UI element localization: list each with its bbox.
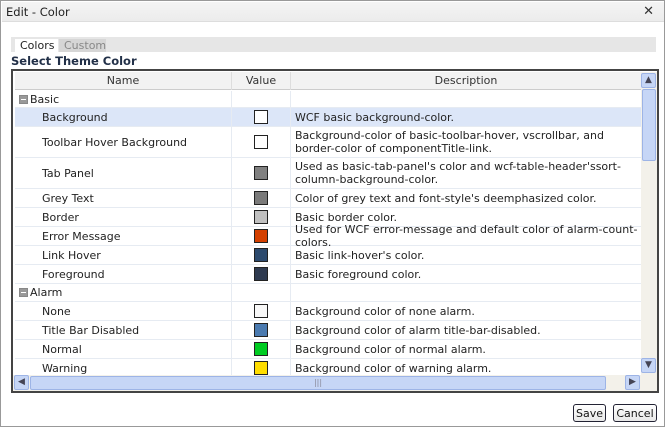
value-cell [232, 208, 291, 226]
horizontal-scroll-thumb[interactable]: ||| [30, 376, 606, 390]
color-swatch[interactable] [254, 191, 268, 205]
name-cell: Warning [15, 359, 232, 377]
table-row[interactable]: Warning Background color of warning alarm… [15, 359, 641, 378]
tab-strip: Colors Custom [11, 37, 656, 52]
color-swatch[interactable] [254, 210, 268, 224]
color-swatch[interactable] [254, 166, 268, 180]
value-cell [232, 246, 291, 264]
color-table: Name Value Description Basic Background WC… [11, 69, 659, 393]
color-swatch[interactable] [254, 342, 268, 356]
table-row[interactable]: Toolbar Hover Background Background-color… [15, 127, 641, 158]
description-cell: Basic link-hover's color. [295, 248, 425, 262]
value-cell [232, 158, 291, 188]
color-swatch[interactable] [254, 267, 268, 281]
description-cell: Basic foreground color. [295, 267, 422, 281]
name-cell: Error Message [15, 227, 232, 245]
value-cell [232, 359, 291, 377]
description-cell: Color of grey text and font-style's deem… [295, 191, 597, 205]
description-cell: Background color of warning alarm. [295, 361, 492, 375]
group-row[interactable]: Basic [15, 91, 641, 108]
value-cell [232, 302, 291, 320]
description-cell: Basic border color. [295, 210, 398, 224]
value-cell [232, 227, 291, 245]
scroll-left-icon[interactable]: ◀ [14, 375, 29, 390]
value-cell [232, 91, 291, 107]
description-cell: Background color of normal alarm. [295, 342, 486, 356]
scroll-down-icon[interactable]: ▼ [641, 358, 656, 373]
table-row[interactable]: Error Message Used for WCF error-message … [15, 223, 641, 249]
name-cell: Foreground [15, 265, 232, 283]
color-swatch[interactable] [254, 110, 268, 124]
table-header: Name Value Description [15, 72, 641, 90]
table-row[interactable]: Foreground Basic foreground color. [15, 265, 641, 284]
name-cell: Border [15, 208, 232, 226]
vertical-scroll-thumb[interactable] [642, 89, 656, 161]
name-cell: Title Bar Disabled [15, 321, 232, 339]
scroll-right-icon[interactable]: ▶ [625, 375, 640, 390]
group-label: Basic [30, 92, 60, 106]
name-cell: Toolbar Hover Background [15, 127, 232, 157]
section-heading: Select Theme Color [11, 54, 137, 68]
description-cell: WCF basic background-color. [295, 110, 455, 124]
group-cell: Basic [15, 91, 232, 107]
value-cell [232, 284, 291, 301]
name-cell: Background [15, 108, 232, 126]
color-swatch[interactable] [254, 323, 268, 337]
value-cell [232, 108, 291, 126]
column-header-name[interactable]: Name [15, 72, 232, 90]
group-cell: Alarm [15, 284, 232, 301]
cancel-button[interactable]: Cancel [613, 404, 657, 422]
table-row[interactable]: Grey Text Color of grey text and font-sty… [15, 189, 641, 208]
value-cell [232, 340, 291, 358]
description-cell: Used for WCF error-message and default c… [295, 223, 638, 249]
color-swatch[interactable] [254, 361, 268, 375]
table-row[interactable]: Link Hover Basic link-hover's color. [15, 246, 641, 265]
table-row[interactable]: Background WCF basic background-color. [15, 108, 641, 127]
save-button[interactable]: Save [573, 404, 606, 422]
scroll-up-icon[interactable]: ▲ [641, 73, 656, 88]
title-bar: Edit - Color ✕ [2, 2, 664, 22]
color-swatch[interactable] [254, 229, 268, 243]
description-cell [291, 284, 641, 301]
name-cell: Normal [15, 340, 232, 358]
color-swatch[interactable] [254, 135, 268, 149]
value-cell [232, 321, 291, 339]
close-icon[interactable]: ✕ [643, 4, 654, 19]
name-cell: Link Hover [15, 246, 232, 264]
column-header-description[interactable]: Description [434, 74, 498, 87]
horizontal-scrollbar[interactable]: ◀ ||| ▶ [13, 375, 657, 391]
description-cell: Background color of alarm title-bar-disa… [295, 323, 541, 337]
description-cell [291, 91, 641, 107]
table-row[interactable]: Border Basic border color. [15, 208, 641, 227]
group-label: Alarm [30, 286, 63, 299]
tab-colors[interactable]: Colors [15, 39, 58, 52]
collapse-icon[interactable] [19, 94, 28, 104]
value-cell [232, 265, 291, 283]
description-cell: Background color of none alarm. [295, 304, 475, 318]
collapse-icon[interactable] [19, 288, 28, 297]
column-header-value[interactable]: Value [232, 72, 291, 90]
value-cell [232, 127, 291, 157]
name-cell: Tab Panel [15, 158, 232, 188]
vertical-scrollbar[interactable]: ▲ ▼ [641, 72, 657, 375]
dialog-title: Edit - Color [6, 5, 70, 19]
group-row[interactable]: Alarm [15, 284, 641, 302]
description-cell: Background-color of basic-toolbar-hover,… [295, 129, 604, 155]
tab-custom[interactable]: Custom [59, 39, 106, 52]
table-row[interactable]: Title Bar Disabled Background color of al… [15, 321, 641, 340]
color-swatch[interactable] [254, 304, 268, 318]
table-row[interactable]: Normal Background color of normal alarm. [15, 340, 641, 359]
name-cell: None [15, 302, 232, 320]
color-swatch[interactable] [254, 248, 268, 262]
description-cell: Used as basic-tab-panel's color and wcf-… [295, 160, 621, 186]
table-row[interactable]: Tab Panel Used as basic-tab-panel's color… [15, 158, 641, 189]
value-cell [232, 189, 291, 207]
table-row[interactable]: None Background color of none alarm. [15, 302, 641, 321]
name-cell: Grey Text [15, 189, 232, 207]
